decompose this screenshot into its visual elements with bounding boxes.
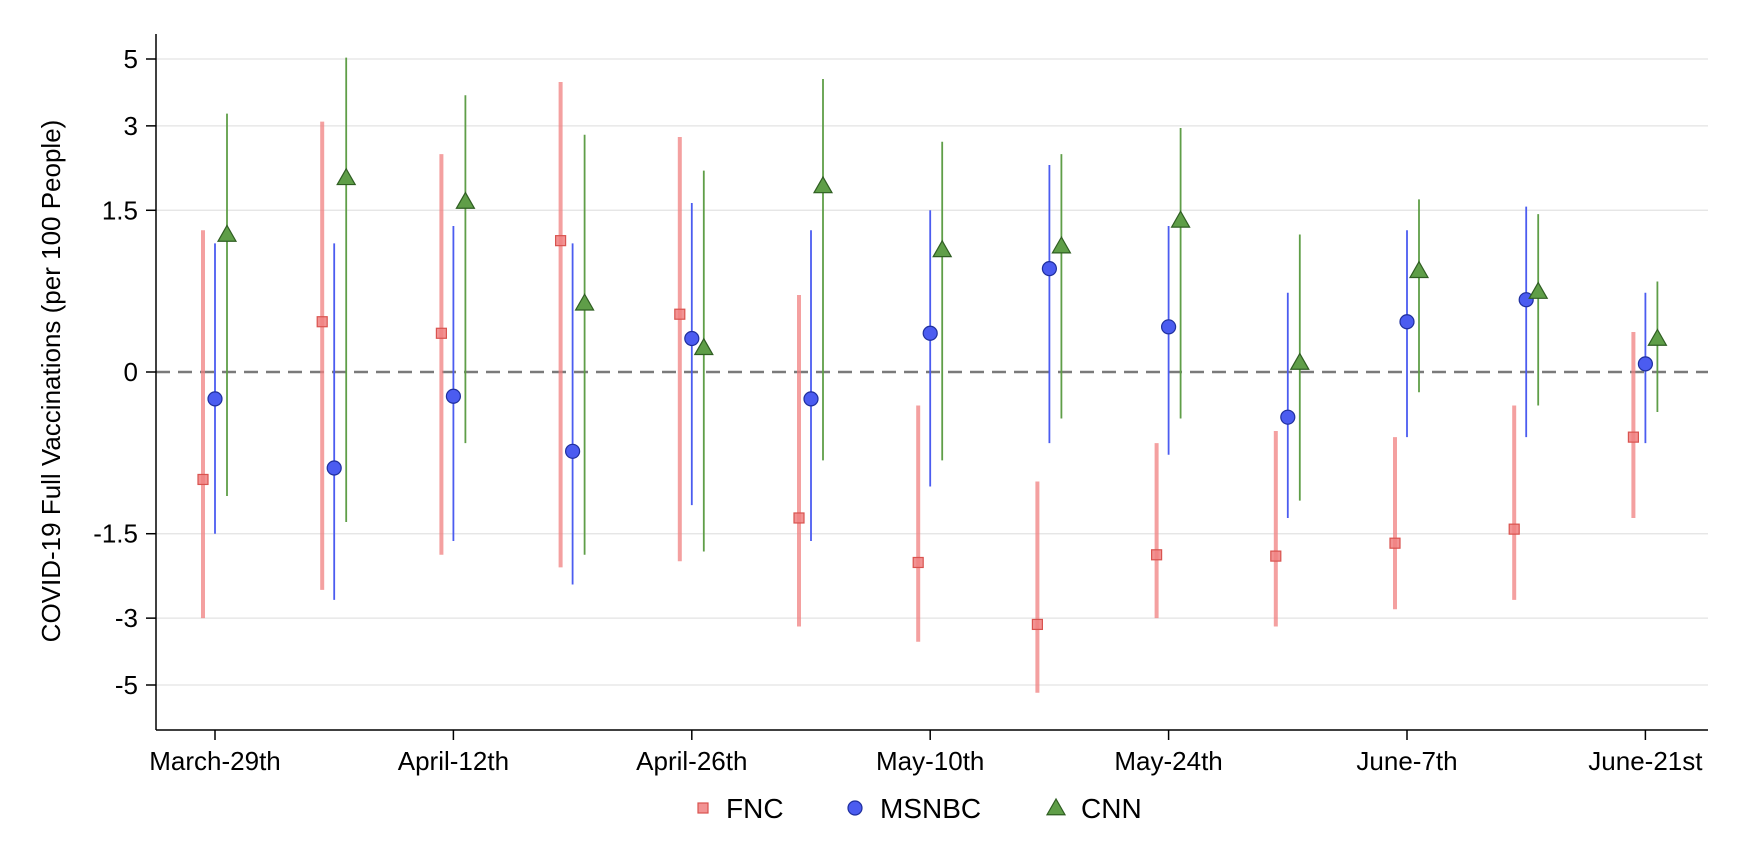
cnn-point [1170, 210, 1191, 228]
x-tick-label: June-21st [1588, 746, 1703, 776]
confidence-intervals [201, 57, 1659, 693]
fnc-point [554, 235, 567, 247]
cnn-point [693, 337, 714, 356]
cnn-point [216, 224, 238, 242]
x-axis-ticks: March-29th April-12th April-26th May-10th Ma… [149, 730, 1703, 776]
legend-cnn-label: CNN [1081, 793, 1142, 824]
legend-item-cnn: CNN [1045, 793, 1142, 824]
legend-fnc-marker [697, 802, 709, 814]
fnc-point [1150, 549, 1163, 561]
fnc-point [1508, 523, 1520, 535]
y-tick-label: 1.5 [102, 195, 138, 225]
grid-lines [156, 58, 1708, 686]
msnbc-point [1518, 292, 1534, 308]
msnbc-point [1041, 261, 1058, 277]
cnn-point [574, 293, 595, 311]
msnbc-point [1637, 356, 1654, 372]
x-tick-label: May-10th [876, 746, 984, 776]
x-tick-label: April-12th [398, 746, 509, 776]
msnbc-point [207, 391, 223, 407]
msnbc-point [803, 391, 819, 407]
fnc-point [674, 308, 686, 320]
y-tick-label: 3 [124, 111, 138, 141]
legend-fnc-label: FNC [726, 793, 784, 824]
cnn-point [455, 191, 476, 209]
cnn-point [336, 167, 357, 186]
cnn-point [1647, 328, 1668, 346]
axes [155, 34, 1708, 731]
fnc-point [793, 512, 805, 524]
msnbc-point [1160, 319, 1177, 335]
y-tick-label: -5 [115, 670, 138, 700]
cnn-point [1051, 235, 1072, 254]
msnbc-point [922, 325, 938, 341]
fnc-point [1627, 431, 1640, 443]
legend-cnn-marker [1045, 797, 1067, 816]
fnc-point [197, 473, 209, 486]
fnc-point [1031, 618, 1044, 631]
x-tick-label: March-29th [149, 746, 281, 776]
msnbc-point [445, 388, 461, 404]
y-axis-ticks: 5 3 1.5 0 -1.5 -3 -5 [93, 44, 156, 700]
msnbc-point [684, 330, 700, 347]
y-tick-label: 5 [124, 44, 138, 74]
fnc-point [1270, 550, 1282, 562]
msnbc-point [564, 443, 581, 459]
cnn-point [1408, 260, 1430, 279]
fnc-point [912, 556, 924, 569]
y-tick-label: -3 [115, 603, 138, 633]
x-tick-label: April-26th [636, 746, 747, 776]
legend-item-fnc: FNC [697, 793, 784, 824]
x-tick-label: May-24th [1114, 746, 1222, 776]
msnbc-point [326, 460, 342, 476]
legend: FNC MSNBC CNN [697, 793, 1142, 824]
legend-item-msnbc: MSNBC [847, 793, 981, 824]
fnc-point [435, 327, 447, 339]
y-tick-label: -1.5 [93, 519, 138, 549]
legend-msnbc-marker [847, 800, 863, 816]
cnn-point [1528, 281, 1549, 299]
msnbc-point [1399, 314, 1415, 330]
x-tick-label: June-7th [1356, 746, 1457, 776]
legend-msnbc-label: MSNBC [880, 793, 981, 824]
y-axis-title: COVID-19 Full Vaccinations (per 100 Peop… [36, 120, 66, 643]
cnn-point [1289, 352, 1310, 370]
fnc-point [316, 316, 328, 328]
fnc-point [1389, 537, 1401, 549]
msnbc-point [1280, 409, 1296, 425]
cnn-point [812, 175, 834, 194]
point-estimates [197, 167, 1668, 631]
cnn-point [932, 239, 953, 258]
y-tick-label: 0 [124, 357, 138, 387]
